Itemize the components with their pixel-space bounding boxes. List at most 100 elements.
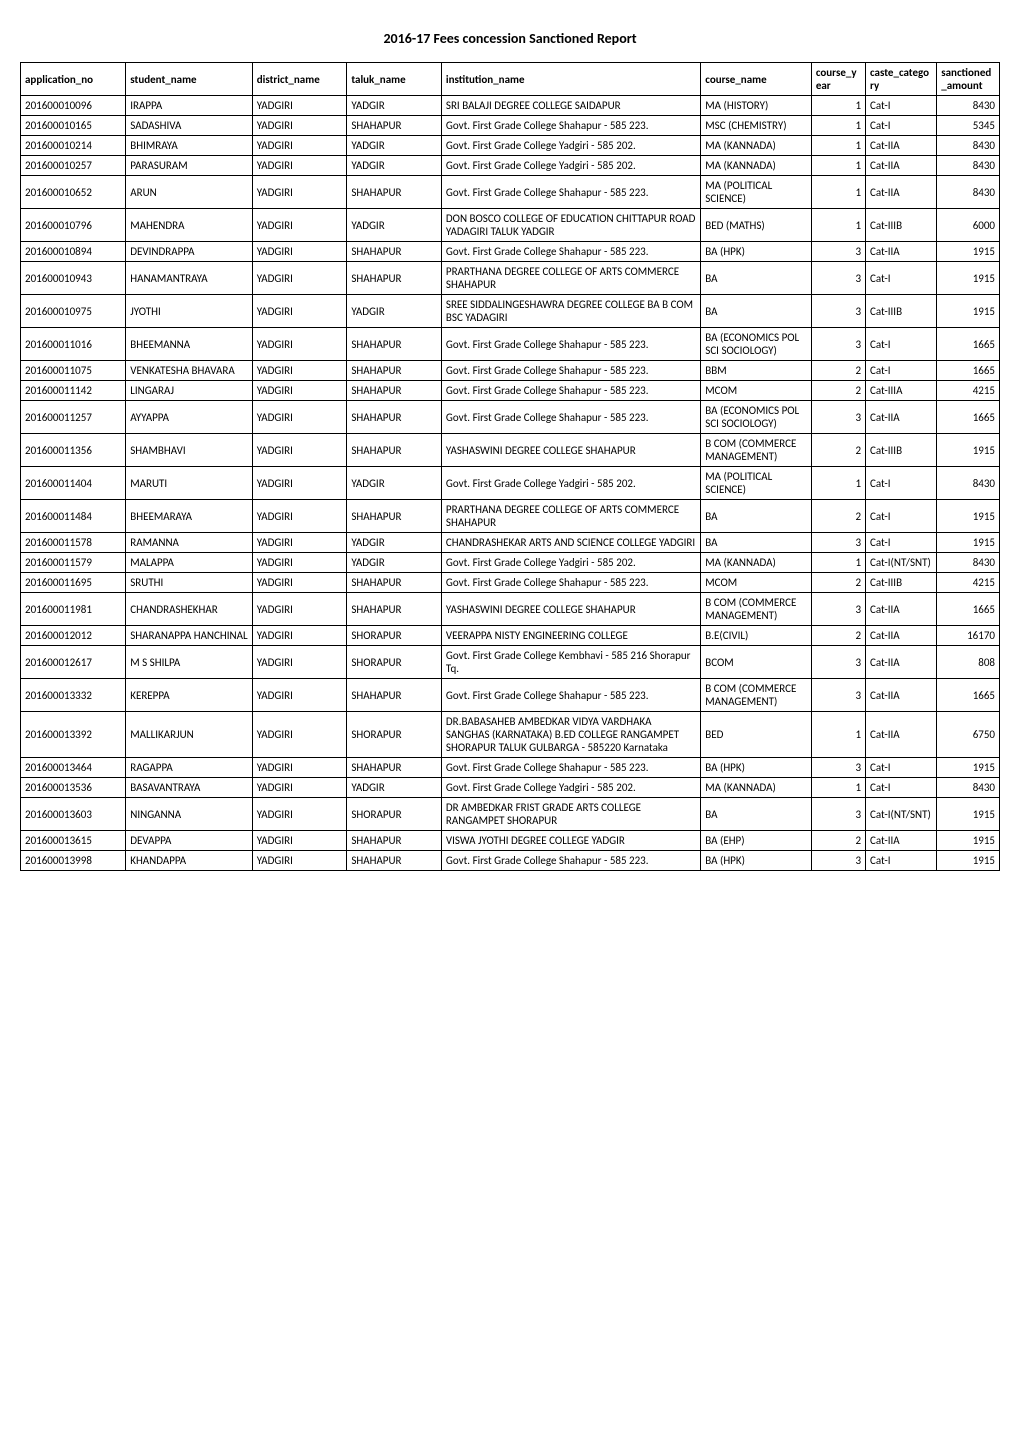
table-cell: SHAHAPUR: [347, 116, 442, 136]
table-cell: HANAMANTRAYA: [126, 262, 252, 295]
table-row: 201600013392MALLIKARJUNYADGIRISHORAPURDR…: [21, 712, 1000, 758]
table-cell: SHAHAPUR: [347, 500, 442, 533]
table-cell: 1915: [937, 434, 1000, 467]
table-cell: SHORAPUR: [347, 626, 442, 646]
table-cell: 201600010257: [21, 156, 126, 176]
table-cell: 2: [811, 500, 865, 533]
table-cell: Cat-IIA: [866, 242, 937, 262]
table-cell: 2: [811, 361, 865, 381]
table-cell: Cat-IIIB: [866, 209, 937, 242]
table-cell: 1: [811, 96, 865, 116]
table-cell: 201600012012: [21, 626, 126, 646]
table-cell: SHAHAPUR: [347, 401, 442, 434]
table-row: 201600011257AYYAPPAYADGIRISHAHAPURGovt. …: [21, 401, 1000, 434]
table-cell: Cat-I: [866, 467, 937, 500]
table-cell: MAHENDRA: [126, 209, 252, 242]
table-cell: KEREPPA: [126, 679, 252, 712]
table-cell: BA (HPK): [701, 242, 812, 262]
table-cell: YADGIRI: [252, 156, 347, 176]
table-cell: 8430: [937, 156, 1000, 176]
table-cell: MSC (CHEMISTRY): [701, 116, 812, 136]
table-cell: 1915: [937, 831, 1000, 851]
table-cell: BED: [701, 712, 812, 758]
table-cell: BA (EHP): [701, 831, 812, 851]
table-cell: Cat-IIA: [866, 646, 937, 679]
table-cell: SHAHAPUR: [347, 831, 442, 851]
table-cell: BA (HPK): [701, 758, 812, 778]
table-cell: 2: [811, 626, 865, 646]
table-cell: Govt. First Grade College Shahapur - 585…: [441, 381, 700, 401]
table-cell: BA: [701, 500, 812, 533]
table-cell: 3: [811, 851, 865, 871]
table-cell: 201600010652: [21, 176, 126, 209]
table-cell: YADGIRI: [252, 176, 347, 209]
table-cell: 4215: [937, 573, 1000, 593]
table-cell: Cat-I(NT/SNT): [866, 553, 937, 573]
table-cell: Cat-I: [866, 758, 937, 778]
table-row: 201600013536BASAVANTRAYAYADGIRIYADGIRGov…: [21, 778, 1000, 798]
table-cell: 201600013536: [21, 778, 126, 798]
table-cell: 201600011075: [21, 361, 126, 381]
table-cell: VISWA JYOTHI DEGREE COLLEGE YADGIR: [441, 831, 700, 851]
table-cell: 1: [811, 209, 865, 242]
table-cell: YADGIR: [347, 96, 442, 116]
table-cell: BASAVANTRAYA: [126, 778, 252, 798]
table-cell: B.E(CIVIL): [701, 626, 812, 646]
table-cell: 1: [811, 176, 865, 209]
table-cell: YADGIRI: [252, 328, 347, 361]
table-cell: BA: [701, 533, 812, 553]
fees-report-table: application_no student_name district_nam…: [20, 62, 1000, 871]
table-cell: DEVAPPA: [126, 831, 252, 851]
table-cell: 201600010943: [21, 262, 126, 295]
table-cell: DEVINDRAPPA: [126, 242, 252, 262]
table-cell: 201600010894: [21, 242, 126, 262]
table-cell: NINGANNA: [126, 798, 252, 831]
col-header-sanctioned-amount: sanctioned_amount: [937, 63, 1000, 96]
table-cell: 3: [811, 295, 865, 328]
table-cell: Cat-IIA: [866, 712, 937, 758]
table-cell: YADGIR: [347, 156, 442, 176]
table-cell: SREE SIDDALINGESHAWRA DEGREE COLLEGE BA …: [441, 295, 700, 328]
col-header-taluk-name: taluk_name: [347, 63, 442, 96]
table-cell: 201600011695: [21, 573, 126, 593]
table-row: 201600010943HANAMANTRAYAYADGIRISHAHAPURP…: [21, 262, 1000, 295]
table-cell: YADGIR: [347, 778, 442, 798]
table-cell: 1: [811, 467, 865, 500]
table-cell: JYOTHI: [126, 295, 252, 328]
table-cell: 1: [811, 553, 865, 573]
table-cell: 201600013998: [21, 851, 126, 871]
table-cell: PARASURAM: [126, 156, 252, 176]
table-cell: PRARTHANA DEGREE COLLEGE OF ARTS COMMERC…: [441, 262, 700, 295]
table-cell: 1915: [937, 500, 1000, 533]
col-header-district-name: district_name: [252, 63, 347, 96]
table-cell: 201600013332: [21, 679, 126, 712]
table-cell: Govt. First Grade College Yadgiri - 585 …: [441, 467, 700, 500]
table-cell: 3: [811, 758, 865, 778]
table-cell: YADGIRI: [252, 712, 347, 758]
table-cell: YADGIRI: [252, 401, 347, 434]
table-cell: MA (KANNADA): [701, 136, 812, 156]
table-cell: YADGIRI: [252, 467, 347, 500]
table-cell: 201600013464: [21, 758, 126, 778]
table-cell: SHAHAPUR: [347, 679, 442, 712]
table-row: 201600010096IRAPPAYADGIRIYADGIRSRI BALAJ…: [21, 96, 1000, 116]
table-cell: YADGIR: [347, 533, 442, 553]
table-cell: 1915: [937, 798, 1000, 831]
table-cell: Cat-IIIB: [866, 573, 937, 593]
table-cell: 808: [937, 646, 1000, 679]
table-cell: 201600010796: [21, 209, 126, 242]
table-cell: 201600011579: [21, 553, 126, 573]
table-cell: SHAHAPUR: [347, 361, 442, 381]
table-cell: Cat-I: [866, 361, 937, 381]
table-cell: YADGIRI: [252, 798, 347, 831]
table-cell: Cat-I: [866, 778, 937, 798]
col-header-application-no: application_no: [21, 63, 126, 96]
table-cell: YADGIRI: [252, 381, 347, 401]
table-cell: SHAHAPUR: [347, 434, 442, 467]
table-cell: RAGAPPA: [126, 758, 252, 778]
table-cell: KHANDAPPA: [126, 851, 252, 871]
table-cell: 201600013392: [21, 712, 126, 758]
table-cell: SHORAPUR: [347, 712, 442, 758]
table-cell: Cat-I: [866, 533, 937, 553]
table-row: 201600010796MAHENDRAYADGIRIYADGIRDON BOS…: [21, 209, 1000, 242]
